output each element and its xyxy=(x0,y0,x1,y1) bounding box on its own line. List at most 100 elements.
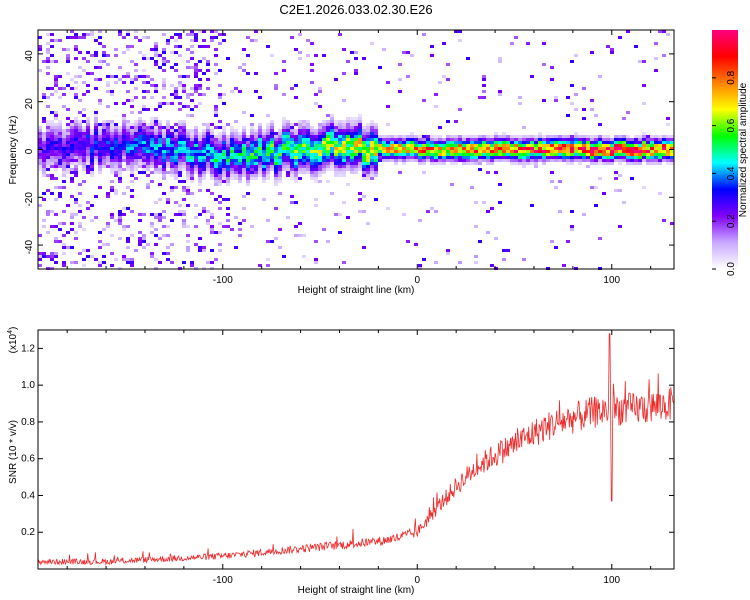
heatmap-cell xyxy=(62,165,66,168)
heatmap-cell xyxy=(94,120,98,123)
heatmap-cell xyxy=(166,141,170,144)
heatmap-cell xyxy=(634,159,638,162)
heatmap-cell xyxy=(222,102,226,105)
heatmap-cell xyxy=(46,231,50,234)
heatmap-cell xyxy=(310,135,314,138)
heatmap-cell xyxy=(282,147,286,150)
heatmap-cell xyxy=(142,237,146,240)
heatmap-cell xyxy=(182,165,186,168)
heatmap-cell xyxy=(654,144,658,147)
heatmap-cell xyxy=(162,102,166,105)
heatmap-cell xyxy=(350,117,354,120)
heatmap-cell xyxy=(386,159,390,162)
heatmap-cell xyxy=(194,159,198,162)
heatmap-cell xyxy=(118,180,122,183)
heatmap-cell xyxy=(134,249,138,252)
heatmap-cell xyxy=(666,162,670,165)
heatmap-cell xyxy=(478,153,482,156)
heatmap-cell xyxy=(658,162,662,165)
heatmap-cell xyxy=(202,135,206,138)
heatmap-cell xyxy=(426,150,430,153)
heatmap-cell xyxy=(106,75,110,78)
heatmap-cell xyxy=(194,105,198,108)
heatmap-cell xyxy=(158,261,162,264)
heatmap-cell xyxy=(158,198,162,201)
heatmap-cell xyxy=(174,162,178,165)
heatmap-cell xyxy=(154,120,158,123)
heatmap-cell xyxy=(422,141,426,144)
heatmap-cell xyxy=(210,171,214,174)
heatmap-cell xyxy=(622,153,626,156)
heatmap-cell xyxy=(438,156,442,159)
heatmap-cell xyxy=(334,141,338,144)
heatmap-cell xyxy=(74,93,78,96)
heatmap-cell xyxy=(386,138,390,141)
heatmap-cell xyxy=(78,222,82,225)
heatmap-cell xyxy=(198,141,202,144)
heatmap-cell xyxy=(478,150,482,153)
heatmap-cell xyxy=(278,153,282,156)
heatmap-cell xyxy=(358,135,362,138)
heatmap-cell xyxy=(434,141,438,144)
heatmap-cell xyxy=(154,129,158,132)
heatmap-cell xyxy=(534,153,538,156)
heatmap-cell xyxy=(202,153,206,156)
heatmap-cell xyxy=(134,69,138,72)
heatmap-cell xyxy=(310,150,314,153)
heatmap-cell xyxy=(390,144,394,147)
heatmap-cell xyxy=(122,150,126,153)
heatmap-cell xyxy=(162,141,166,144)
heatmap-cell xyxy=(314,135,318,138)
heatmap-cell xyxy=(62,210,66,213)
heatmap-cell xyxy=(326,165,330,168)
heatmap-cell xyxy=(446,141,450,144)
heatmap-cell xyxy=(234,135,238,138)
heatmap-cell xyxy=(482,90,486,93)
colorbar-ticks: 0.00.20.40.60.8 xyxy=(712,70,737,276)
heatmap-cell xyxy=(346,135,350,138)
heatmap-cell xyxy=(658,159,662,162)
heatmap-cell xyxy=(438,150,442,153)
heatmap-cell xyxy=(470,135,474,138)
heatmap-cell xyxy=(526,147,530,150)
heatmap-cell xyxy=(610,162,614,165)
heatmap-cell xyxy=(382,159,386,162)
heatmap-cell xyxy=(182,132,186,135)
heatmap-cell xyxy=(82,93,86,96)
heatmap-cell xyxy=(186,66,190,69)
heatmap-cell xyxy=(130,78,134,81)
heatmap-cell xyxy=(498,90,502,93)
heatmap-cell xyxy=(262,198,266,201)
heatmap-cell xyxy=(402,138,406,141)
heatmap-cell xyxy=(150,162,154,165)
heatmap-cell xyxy=(458,39,462,42)
heatmap-cell xyxy=(162,63,166,66)
heatmap-cell xyxy=(114,138,118,141)
heatmap-cell xyxy=(58,39,62,42)
heatmap-cell xyxy=(266,156,270,159)
heatmap-cell xyxy=(558,159,562,162)
heatmap-cell xyxy=(370,42,374,45)
heatmap-cell xyxy=(230,147,234,150)
heatmap-cell xyxy=(74,36,78,39)
heatmap-cell xyxy=(54,60,58,63)
heatmap-cell xyxy=(294,48,298,51)
heatmap-cell xyxy=(646,162,650,165)
heatmap-cell xyxy=(654,147,658,150)
heatmap-cell xyxy=(110,162,114,165)
heatmap-cell xyxy=(422,33,426,36)
heatmap-cell xyxy=(102,51,106,54)
heatmap-cell xyxy=(86,138,90,141)
heatmap-cell xyxy=(434,147,438,150)
heatmap-cell xyxy=(114,159,118,162)
heatmap-cell xyxy=(154,63,158,66)
heatmap-cell xyxy=(394,135,398,138)
heatmap-cell xyxy=(66,165,70,168)
heatmap-cell xyxy=(166,135,170,138)
heatmap-cell xyxy=(642,135,646,138)
heatmap-cell xyxy=(306,165,310,168)
heatmap-cell xyxy=(198,171,202,174)
heatmap-cell xyxy=(98,123,102,126)
heatmap-cell xyxy=(510,138,514,141)
